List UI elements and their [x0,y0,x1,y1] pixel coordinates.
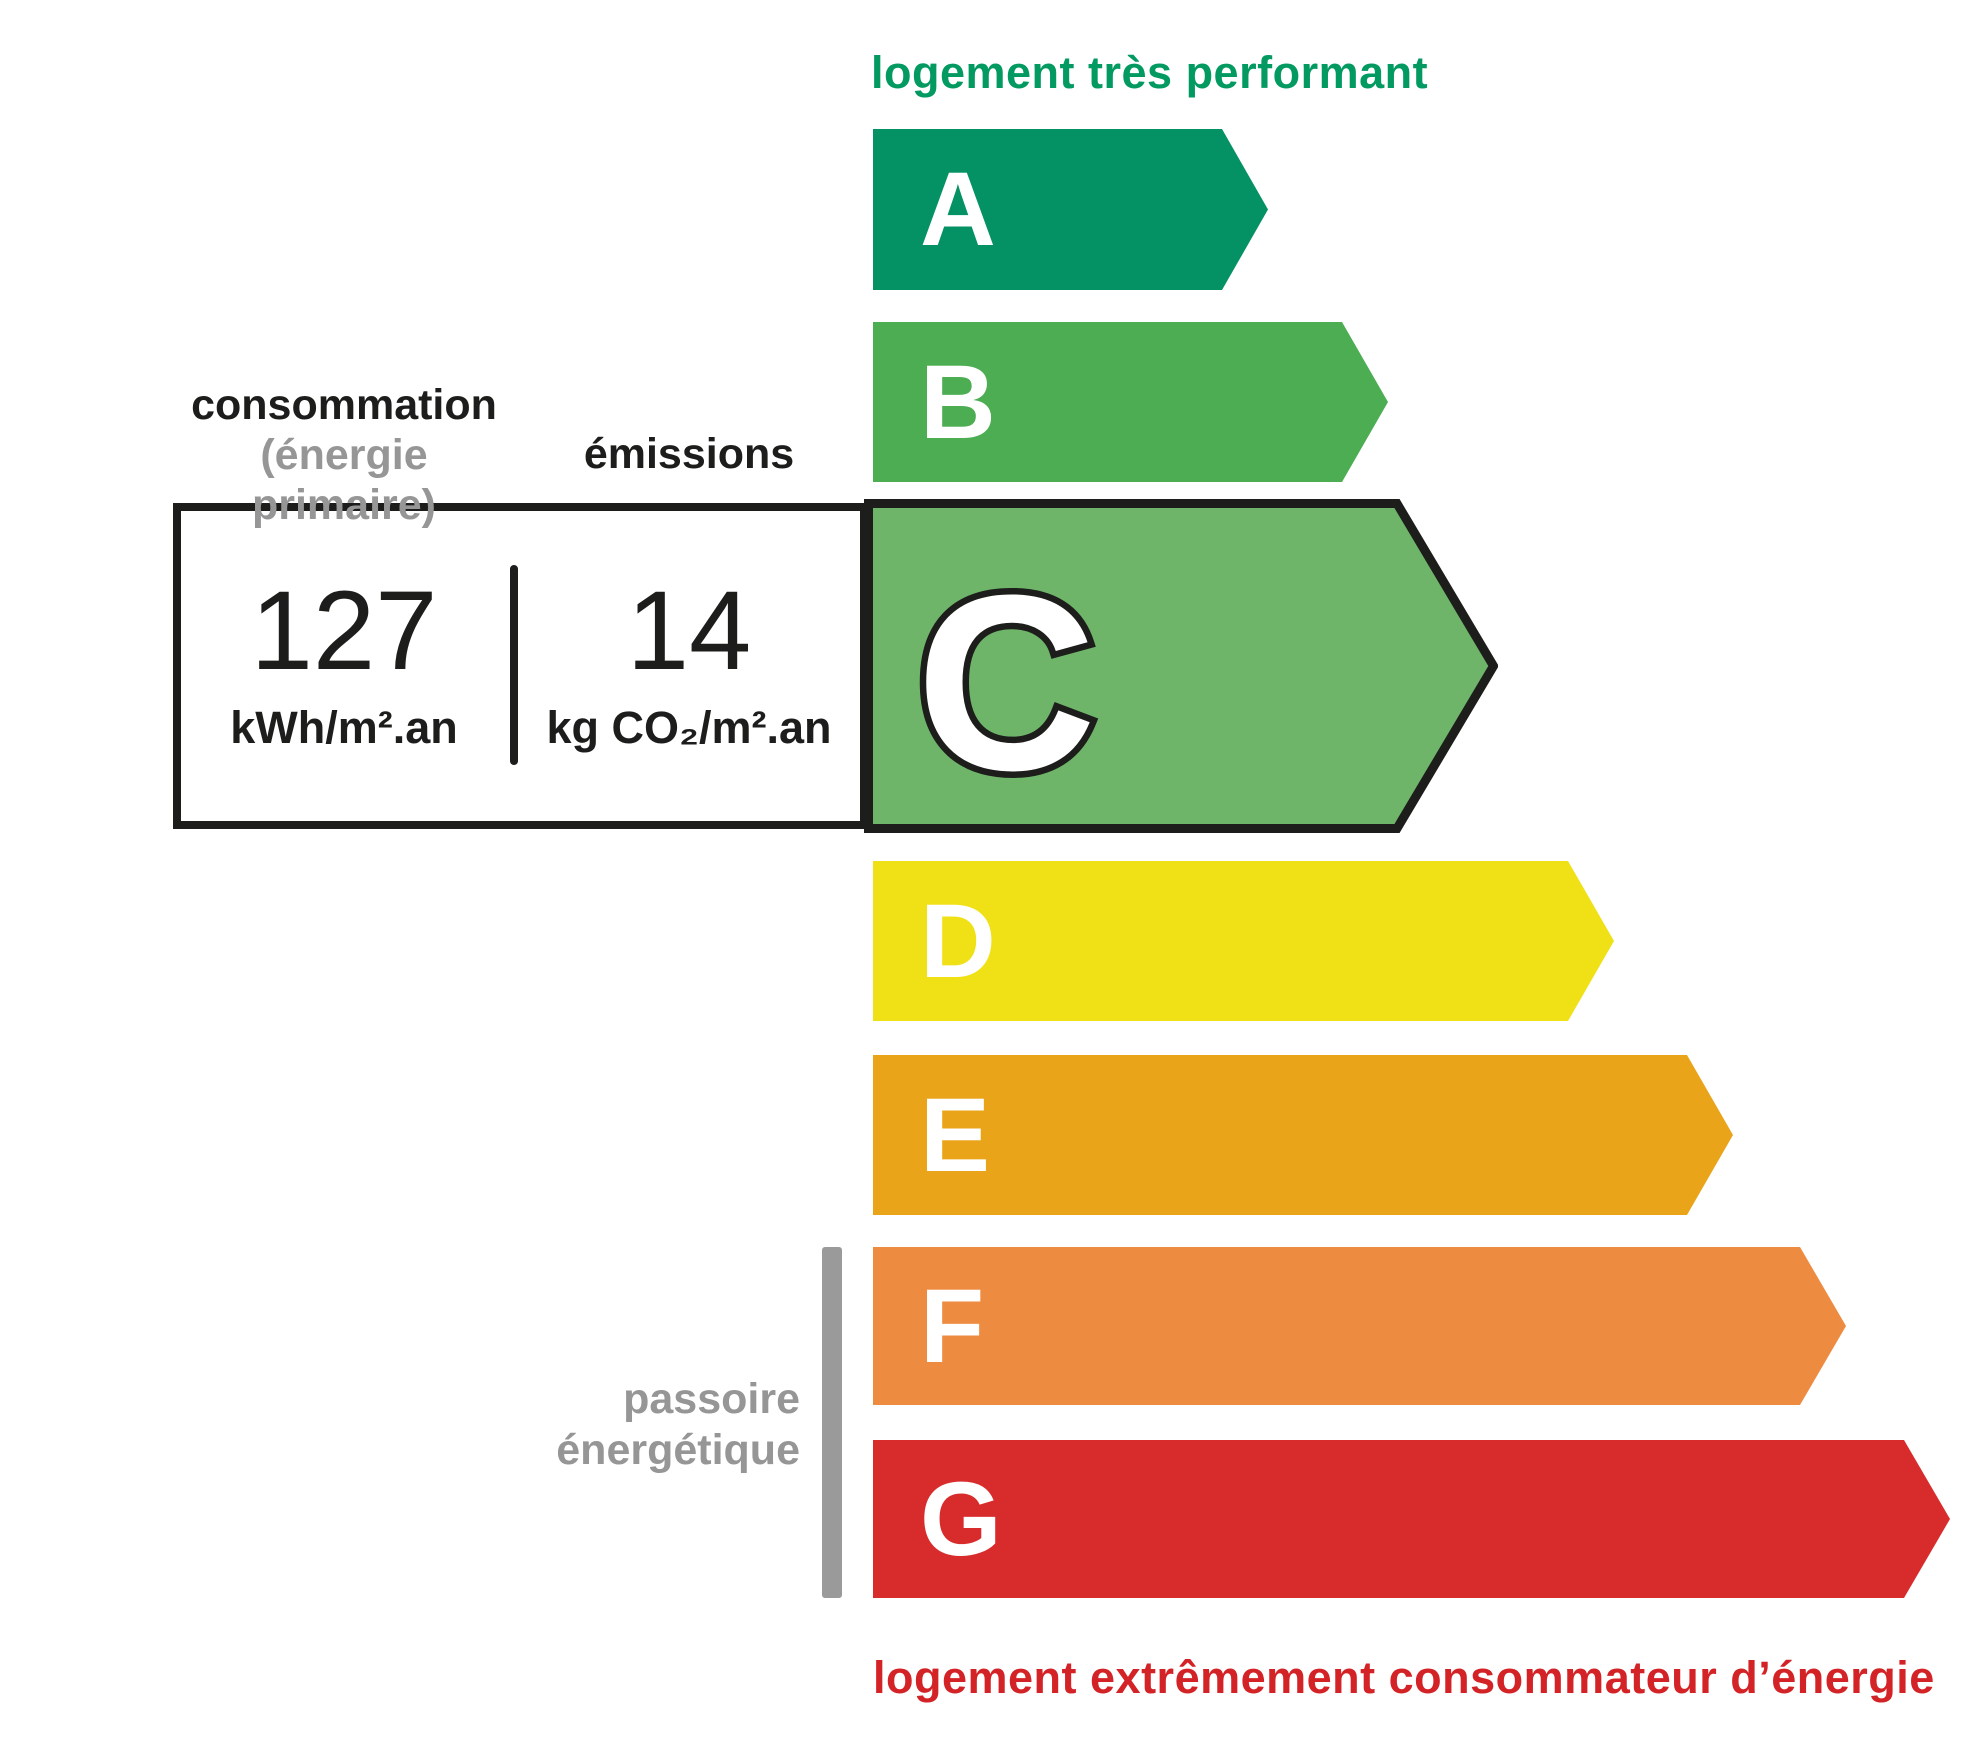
consumption-title-line: consommation [191,381,497,429]
current-grade-arrow: C [864,499,1498,833]
top-caption: logement très performant [871,47,1429,98]
emissions-value: 14 [626,568,752,693]
emissions-unit: kg CO₂/m².an [546,702,832,753]
metrics-divider [510,565,518,765]
grade-letter-a: A [920,151,996,268]
grade-letter-g: G [920,1460,1002,1578]
consumption-subtitle: (énergie primaire) [251,431,436,529]
consumption-title: consommation (énergie primaire) [173,380,515,530]
grade-letter-b: B [920,343,996,461]
bottom-caption: logement extrêmement consommateur d’éner… [873,1652,1935,1703]
energy-sieve-label: passoire énergétique [420,1374,800,1476]
grade-bar-f: F [873,1247,1846,1405]
metrics-box [173,503,868,829]
consumption-unit: kWh/m².an [230,702,458,753]
emissions-title: émissions [583,430,795,478]
grade-letter-d: D [920,882,996,1000]
grade-bar-g: G [873,1440,1950,1598]
energy-sieve-label-line2: énergétique [556,1426,800,1474]
grade-letter-e: E [920,1076,991,1194]
current-grade-letter: C [916,543,1097,822]
consumption-value: 127 [250,568,438,693]
energy-sieve-label-line1: passoire [623,1375,800,1423]
grade-bar-b: B [873,322,1388,482]
energy-sieve-marker-bar [822,1247,842,1598]
grade-bar-d: D [873,861,1614,1021]
current-grade-arrow-shape [864,499,1498,833]
grade-bar-a: A [873,129,1268,290]
grade-letter-f: F [920,1267,985,1385]
grade-bar-e: E [873,1055,1733,1215]
